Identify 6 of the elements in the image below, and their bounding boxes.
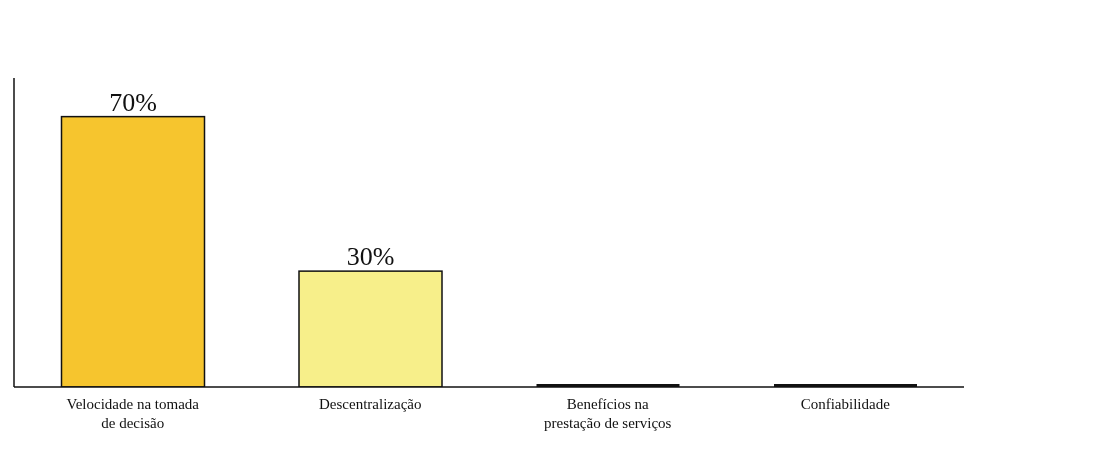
- x-tick-label: Benefícios na prestação de serviços: [544, 396, 672, 431]
- x-tick-label: Descentralização: [319, 396, 422, 412]
- x-tick-label: Confiabilidade: [800, 396, 891, 412]
- x-tick-label: Velocidade na tomada de decisão: [66, 396, 200, 431]
- data-label: 70%: [109, 87, 157, 117]
- data-label: 30%: [346, 242, 395, 272]
